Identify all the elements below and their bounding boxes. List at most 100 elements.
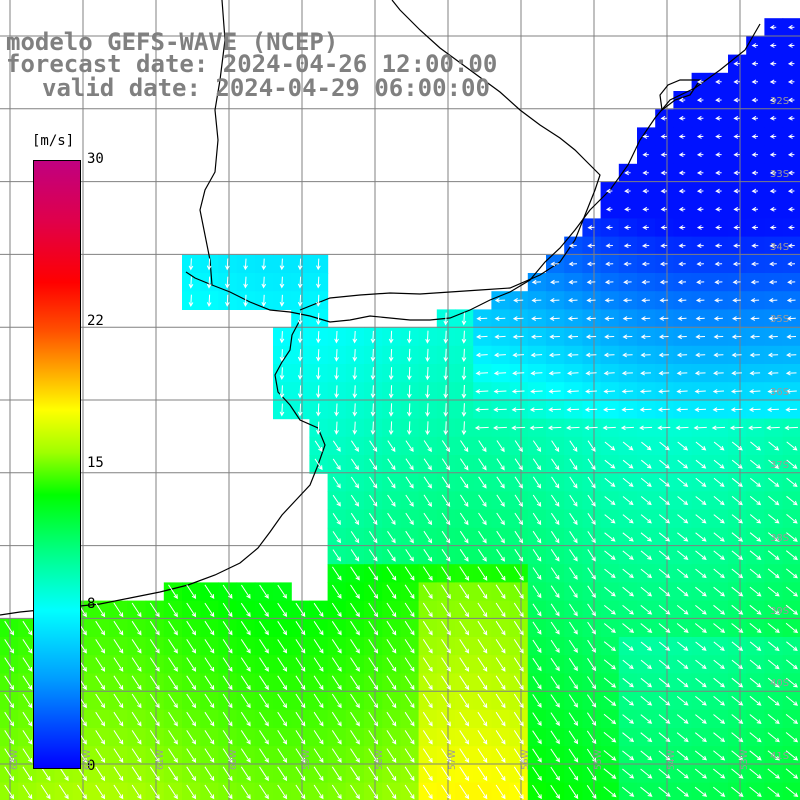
direction-arrow [586,297,596,303]
direction-arrow [313,621,324,636]
direction-arrow [660,115,668,121]
direction-arrow [240,748,251,763]
direction-arrow [461,384,467,399]
direction-arrow [368,584,379,599]
direction-arrow [659,261,668,267]
lon-label: 62W [83,749,93,770]
direction-arrow [532,458,542,471]
direction-arrow [604,586,616,597]
direction-arrow [277,730,288,745]
direction-arrow [243,258,248,271]
direction-arrow [511,407,525,412]
direction-arrow [368,730,379,745]
direction-arrow [240,602,251,618]
direction-arrow [786,334,797,340]
direction-arrow [350,675,360,691]
direction-arrow [297,367,303,380]
direction-arrow [640,768,653,779]
direction-arrow [621,370,633,376]
direction-arrow [350,584,360,599]
direction-arrow [713,714,726,724]
direction-arrow [676,568,689,579]
direction-arrow [640,514,652,524]
direction-arrow [695,496,707,506]
direction-arrow [459,494,469,507]
direction-arrow [658,641,671,651]
direction-arrow [624,206,631,212]
direction-arrow [603,605,616,615]
direction-arrow [316,331,321,344]
direction-arrow [386,730,397,745]
direction-arrow [658,370,670,376]
direction-arrow [731,568,744,579]
direction-arrow [131,639,142,654]
direction-arrow [422,602,433,618]
direction-arrow [767,659,780,670]
direction-arrow [316,349,321,362]
direction-arrow [222,730,233,745]
direction-arrow [422,620,433,636]
direction-arrow [495,693,506,709]
direction-arrow [331,639,342,654]
direction-arrow [532,476,542,489]
direction-arrow [386,711,397,727]
direction-arrow [113,730,124,745]
direction-arrow [731,677,744,688]
direction-arrow [731,750,744,761]
direction-arrow [368,639,379,654]
direction-arrow [277,784,288,800]
direction-arrow [695,568,707,579]
direction-arrow [586,785,597,799]
direction-arrow [586,766,597,781]
direction-arrow [551,458,560,471]
direction-arrow [621,389,634,394]
direction-arrow [368,711,379,727]
direction-arrow [350,549,360,562]
direction-arrow [767,568,780,579]
direction-arrow [658,786,671,797]
direction-arrow [387,458,396,471]
lon-label: 57W [448,749,458,770]
direction-arrow [587,440,596,452]
direction-arrow [622,477,634,487]
direction-arrow [751,134,759,139]
direction-arrow [386,602,397,618]
direction-arrow [530,352,543,358]
direction-arrow [186,675,197,691]
direction-arrow [513,566,524,581]
direction-arrow [695,441,707,451]
direction-arrow [4,766,15,782]
direction-arrow [295,639,306,654]
lon-label: 55W [594,749,604,770]
direction-arrow [731,586,744,597]
direction-arrow [388,385,394,399]
direction-arrow [677,279,687,285]
direction-arrow [603,659,617,670]
direction-arrow [259,766,269,782]
direction-arrow [495,766,506,782]
direction-arrow [387,512,396,526]
direction-arrow [695,334,706,340]
direction-arrow [513,784,524,800]
direction-arrow [368,784,379,800]
direction-arrow [676,407,688,412]
direction-arrow [350,748,360,763]
direction-arrow [95,766,106,782]
direction-arrow [733,79,740,85]
direction-arrow [422,711,433,727]
direction-arrow [749,532,762,542]
direction-arrow [785,732,799,743]
direction-arrow [474,425,489,431]
direction-arrow [22,766,33,782]
direction-arrow [459,639,470,654]
direction-arrow [713,750,726,761]
direction-arrow [513,657,524,672]
direction-arrow [369,476,378,489]
direction-arrow [131,693,142,709]
direction-arrow [4,730,15,745]
direction-arrow [204,584,215,599]
direction-arrow [620,425,634,431]
direction-arrow [713,459,725,469]
direction-arrow [785,714,799,725]
